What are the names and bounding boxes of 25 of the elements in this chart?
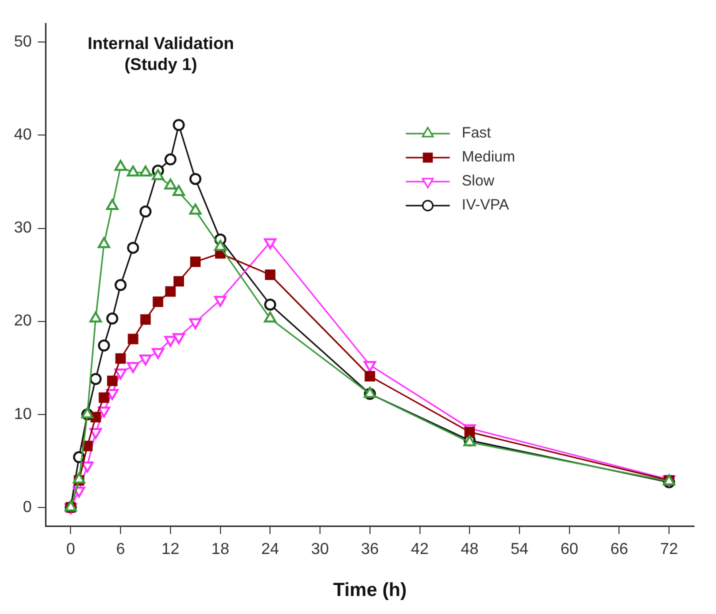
x-tick-label: 42 <box>410 541 429 558</box>
y-tick-label: 10 <box>14 406 32 423</box>
x-tick-label: 6 <box>116 541 126 558</box>
text: Internal Validation (Study 1) <box>88 34 234 74</box>
y-tick-label: 40 <box>14 126 32 144</box>
legend-label: Fast <box>462 124 492 142</box>
x-tick-label: 36 <box>361 541 379 558</box>
legend-label: Slow <box>462 172 494 190</box>
x-tick-label: 54 <box>510 541 528 558</box>
x-tick-label: 30 <box>311 541 330 558</box>
x-tick-label: 60 <box>560 541 578 558</box>
x-axis-title: Time (h) <box>333 580 407 601</box>
legend-label: IV-VPA <box>462 196 510 214</box>
y-tick-label: 20 <box>14 312 32 330</box>
x-tick-label: 0 <box>66 541 76 558</box>
x-tick-label: 24 <box>261 541 280 558</box>
y-tick-label: 0 <box>22 498 32 516</box>
x-tick-label: 72 <box>660 541 678 558</box>
x-tick-label: 48 <box>460 541 479 558</box>
y-tick-label: 50 <box>14 34 32 51</box>
x-tick-label: 18 <box>211 541 230 558</box>
x-tick-label: 66 <box>610 541 628 558</box>
legend-label: Medium <box>462 148 516 166</box>
y-tick-label: 30 <box>14 220 32 237</box>
x-tick-label: 12 <box>162 541 180 558</box>
